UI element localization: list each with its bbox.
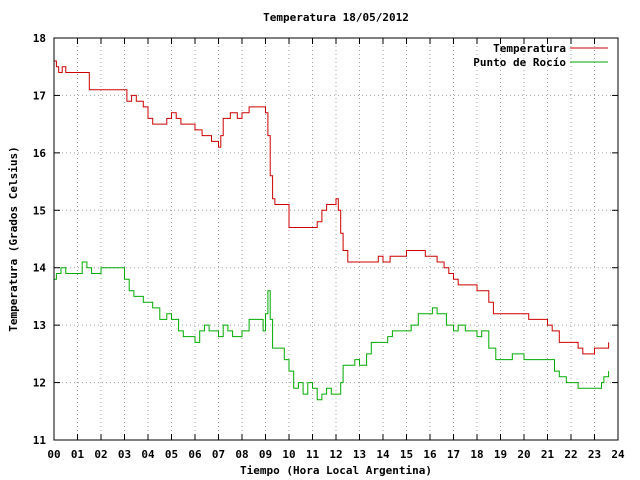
- y-axis-label: Temperatura (Grados Celsius): [7, 146, 20, 331]
- legend-label-temperatura: Temperatura: [493, 42, 566, 55]
- x-tick-label: 10: [282, 448, 295, 461]
- y-tick-label: 16: [33, 147, 47, 160]
- x-tick-label: 24: [611, 448, 625, 461]
- axis-ticks: [53, 37, 619, 441]
- legend-label-punto-de-rocio: Punto de Rocío: [473, 56, 566, 69]
- x-tick-label: 14: [376, 448, 390, 461]
- x-tick-label: 03: [118, 448, 131, 461]
- grid-lines: [54, 38, 618, 440]
- x-tick-label: 02: [94, 448, 107, 461]
- y-tick-label: 11: [33, 434, 47, 447]
- y-tick-label: 15: [33, 204, 46, 217]
- legend: Temperatura Punto de Rocío: [473, 42, 608, 69]
- x-tick-label: 18: [470, 448, 483, 461]
- x-tick-label: 16: [423, 448, 437, 461]
- x-tick-label: 06: [188, 448, 202, 461]
- y-tick-label: 17: [33, 89, 46, 102]
- x-tick-label: 15: [400, 448, 413, 461]
- x-tick-label: 04: [141, 448, 155, 461]
- x-tick-label: 22: [564, 448, 577, 461]
- y-tick-label: 18: [33, 32, 46, 45]
- x-tick-label: 11: [306, 448, 320, 461]
- x-tick-label: 23: [588, 448, 601, 461]
- x-tick-label: 20: [517, 448, 530, 461]
- x-tick-label: 13: [353, 448, 366, 461]
- x-tick-label: 09: [259, 448, 272, 461]
- x-tick-label: 01: [71, 448, 85, 461]
- y-tick-label: 14: [33, 262, 47, 275]
- y-tick-labels: 11 12 13 14 15 16 17 18: [33, 32, 47, 447]
- series-line-punto-de-rocio: [54, 261, 610, 401]
- x-tick-label: 17: [447, 448, 460, 461]
- x-tick-label: 19: [494, 448, 507, 461]
- x-tick-label: 21: [541, 448, 555, 461]
- x-tick-label: 05: [165, 448, 178, 461]
- series-line-temperatura: [54, 60, 610, 355]
- chart-title: Temperatura 18/05/2012: [263, 11, 409, 24]
- y-tick-label: 13: [33, 319, 46, 332]
- series-lines: [54, 60, 610, 401]
- x-tick-label: 12: [329, 448, 342, 461]
- x-axis-label: Tiempo (Hora Local Argentina): [240, 464, 432, 477]
- y-tick-label: 12: [33, 377, 46, 390]
- x-tick-label: 08: [235, 448, 248, 461]
- x-tick-label: 07: [212, 448, 225, 461]
- x-tick-labels: 00 01 02 03 04 05 06 07 08 09 10 11 12 13 14 15 16 17 18 19…: [47, 448, 625, 461]
- x-tick-label: 00: [47, 448, 60, 461]
